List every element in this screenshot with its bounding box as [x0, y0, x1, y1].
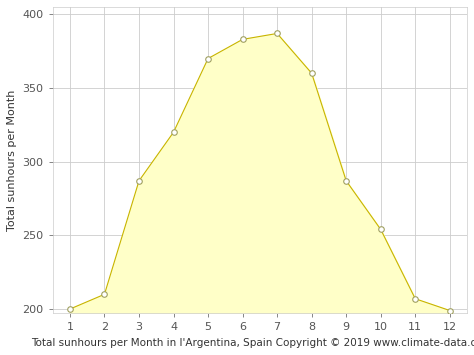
X-axis label: Total sunhours per Month in l'Argentina, Spain Copyright © 2019 www.climate-data: Total sunhours per Month in l'Argentina,… — [31, 338, 474, 348]
Y-axis label: Total sunhours per Month: Total sunhours per Month — [7, 89, 17, 231]
